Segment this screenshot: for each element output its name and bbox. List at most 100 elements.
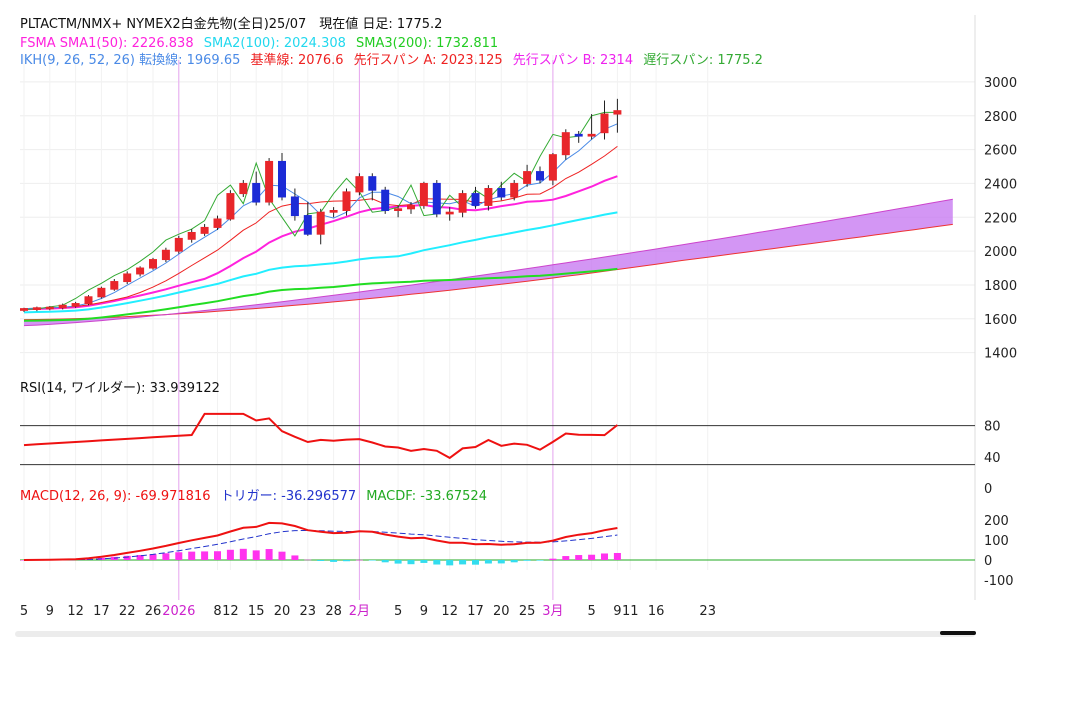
rsi-title: RSI(14, ワイルダー): 33.939122 [20,381,220,396]
candle-body [355,176,364,193]
candle-body [303,215,312,235]
x-tick-label: 28 [325,604,342,619]
candle-body [20,308,28,311]
macd-histogram-bar [407,560,415,565]
x-tick-label: 12 [441,604,458,619]
macd-tick-label: -100 [984,574,1014,589]
spanA-legend: 先行スパン A: 2023.125 [354,53,503,68]
candle-body [174,237,183,252]
sma3-legend: SMA3(200): 1732.811 [356,36,498,51]
x-tick-label: 25 [519,604,536,619]
y-tick-label: 2400 [984,177,1017,192]
macd-histogram-bar [330,560,338,562]
candle-body [484,188,493,206]
candle-body [290,196,299,217]
ikh-legend: IKH(9, 26, 52, 26) 転換線: 1969.65 基準線: 207… [20,52,763,68]
y-tick-label: 2000 [984,245,1017,260]
macd-histogram-bar [278,551,286,560]
grid [20,55,975,600]
sma2-legend: SMA2(100): 2024.308 [204,36,346,51]
candle-body [548,154,557,181]
candle-body [510,182,519,198]
y-tick-label: 1800 [984,279,1017,294]
candle-body [587,133,596,137]
x-tick-label: 20 [493,604,510,619]
macd-histogram-bar [201,551,209,560]
x-tick-label: 17 [93,604,110,619]
candle-body [381,189,390,212]
candle-body [97,287,106,298]
candle-body [32,307,41,310]
macd-tick-label: 0 [984,554,992,569]
x-tick-label: 17 [467,604,484,619]
candle-body [239,182,248,195]
x-tick-label: 2026 [162,604,195,619]
candle-body [471,193,480,206]
macd-tick-label: 100 [984,534,1009,549]
macd-histogram-bar [510,560,518,563]
y-tick-label: 2600 [984,144,1017,159]
macd-histogram-bar [149,554,157,560]
candle-body [123,273,132,283]
macd-histogram-bar [368,560,376,561]
candle-body [613,110,622,115]
x-tick-label: 22 [119,604,136,619]
macd-histogram-bar [446,560,454,566]
macd-histogram-bar [226,549,234,560]
kijun-legend: 基準線: 2076.6 [251,52,344,68]
macd-histogram-bar [239,548,247,560]
macd-line [23,521,618,561]
macd-histogram-bar [588,554,596,560]
candle-body [84,296,93,305]
y-tick-label: 2200 [984,211,1017,226]
candle-body [265,160,274,203]
y-tick-label: 1600 [984,313,1017,328]
scrollbar-thumb[interactable] [940,631,976,635]
candle-body [226,193,235,220]
candle-body [252,182,261,203]
macd-histogram-bar [549,558,557,560]
macd-histogram-bar [523,560,531,561]
y-tick-label: 1400 [984,347,1017,362]
ichimoku-cloud [23,198,953,327]
title: PLTACTM/NMX+ NYMEX2白金先物(全日)25/07 現在値 日足:… [20,16,442,32]
macd-histogram-bar [497,560,505,564]
macd-histogram-bar [394,560,402,564]
tenkan-legend: IKH(9, 26, 52, 26) 転換線: 1969.65 [20,52,240,68]
x-tick-label: 12 [222,604,239,619]
rsi-tick-label: 40 [984,451,1001,466]
candle-body [213,218,222,228]
macd-histogram-bar [123,555,131,560]
macd-histogram-bar [381,560,389,563]
sma-legend: FSMA SMA1(50): 2226.838 SMA2(100): 2024.… [20,36,498,51]
x-tick-label: 8 [213,604,221,619]
macd-histogram-bar [175,552,183,560]
x-tick-label: 5 [394,604,402,619]
candle-body [161,249,170,261]
macd-histogram-bar [304,559,312,561]
candle-body [342,191,351,212]
candle-body [600,113,609,134]
x-tick-label: 3月 [542,604,563,619]
candle-body [561,132,570,156]
candle-body [419,182,428,206]
candle-body [58,304,67,309]
span-b-line [23,198,953,327]
x-tick-label: 9 [420,604,428,619]
macd-histogram-bar [562,556,570,560]
x-tick-label: 9 [613,604,621,619]
macd-histogram-bar [188,551,196,560]
cloud-area [24,199,953,326]
candle-body [574,133,583,137]
candle-body [445,211,454,215]
x-tick-label: 23 [699,604,716,619]
scrollbar[interactable] [15,631,976,637]
macd-legend: MACD(12, 26, 9): -69.971816 トリガー: -36.29… [20,489,487,504]
macd-histogram-bar [265,549,273,560]
macdf-legend: MACDF: -33.67524 [366,489,487,504]
x-tick-label: 11 [622,604,639,619]
scrollbar-track[interactable] [15,631,975,637]
sma3-line [23,267,618,322]
